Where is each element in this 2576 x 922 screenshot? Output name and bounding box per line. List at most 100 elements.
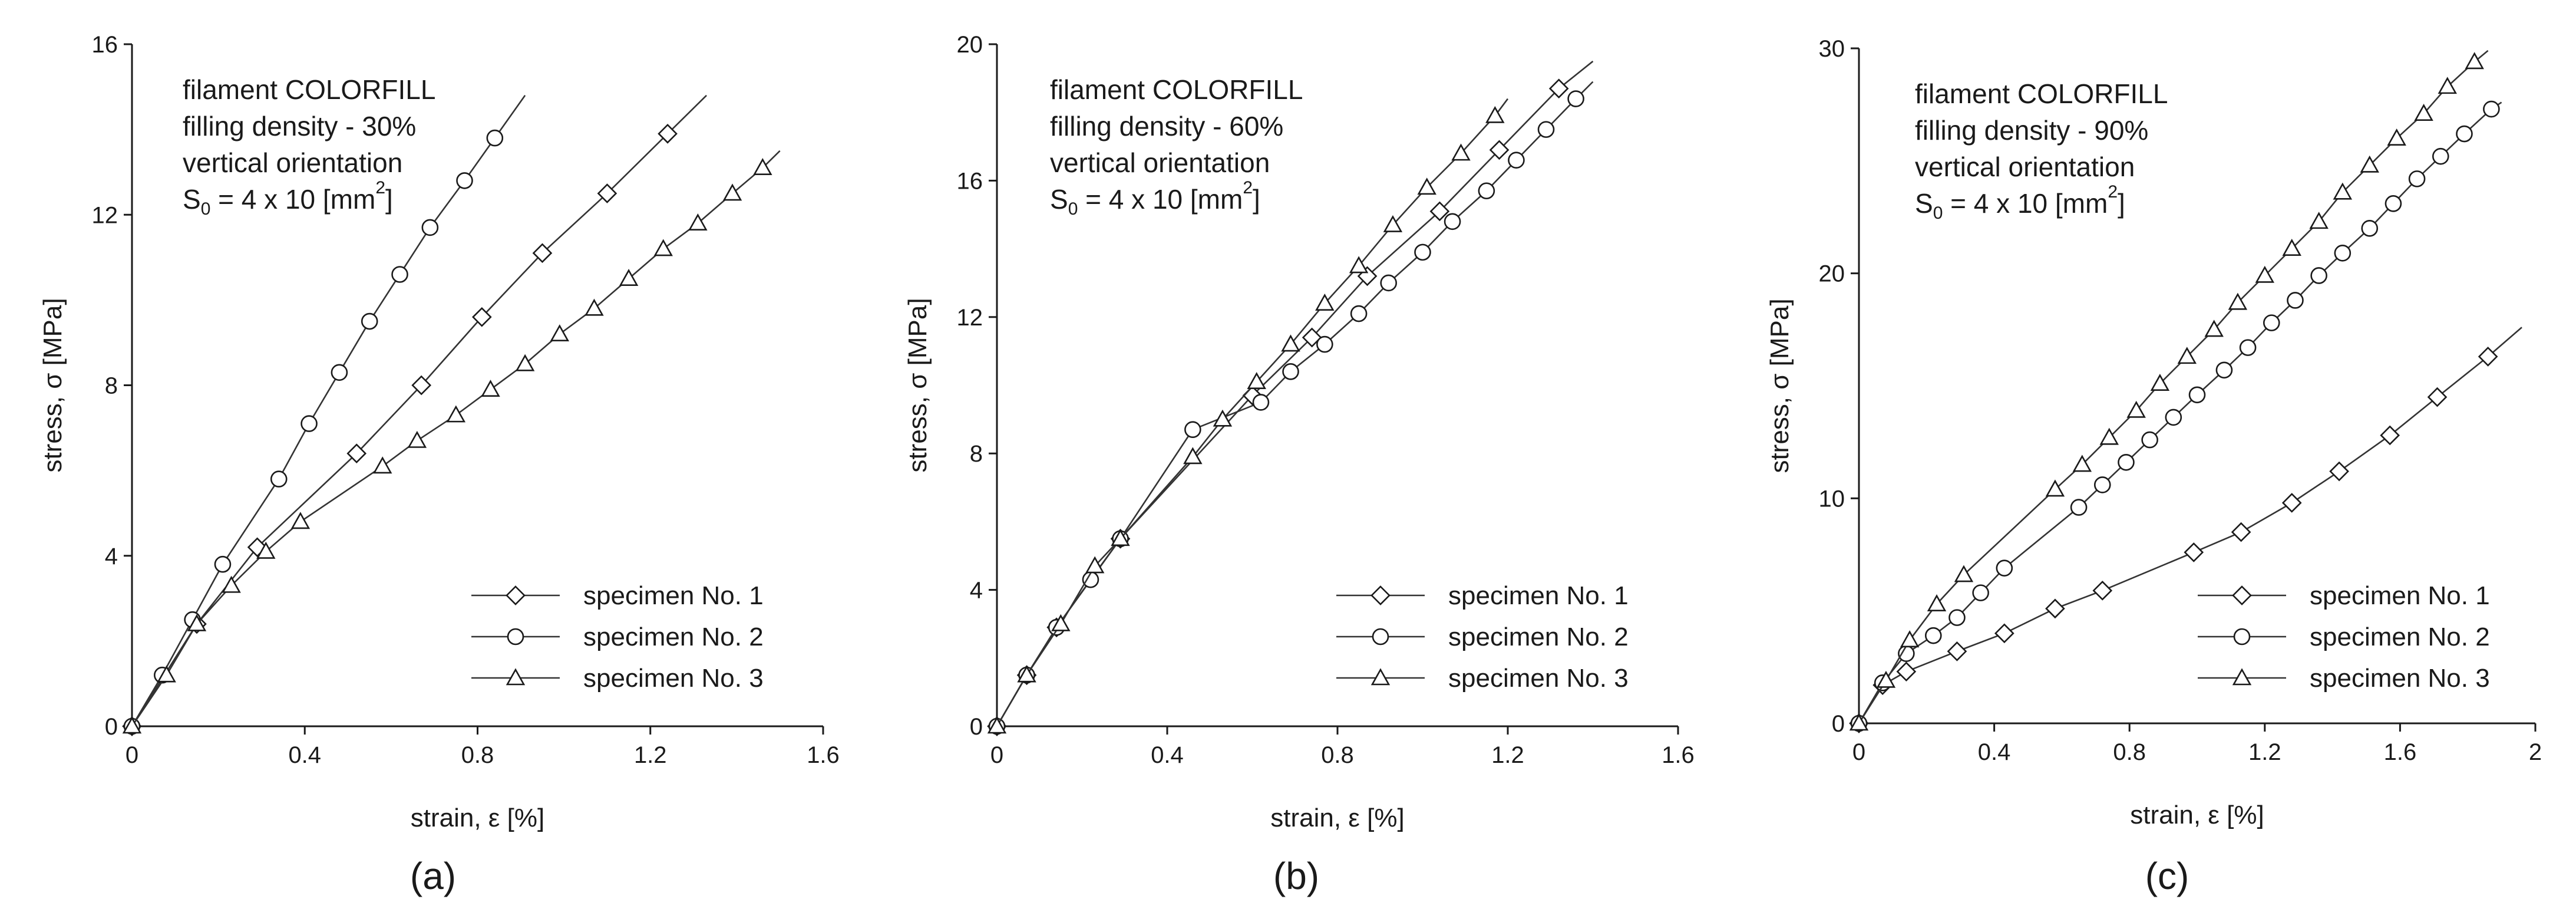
data-point-triangle (1183, 447, 1203, 465)
x-axis-title: strain, ε [%] (411, 804, 544, 832)
data-point-triangle (2204, 320, 2224, 337)
data-point-circle (2385, 195, 2402, 212)
x-tick-label: 0 (1852, 739, 1865, 765)
y-tick-label: 30 (1819, 36, 1845, 62)
data-point-circle (300, 415, 318, 432)
annotation-part: 2 (2108, 182, 2118, 202)
y-tick-label: 4 (970, 578, 983, 604)
legend-marker-circle (1372, 628, 1389, 646)
data-point-triangle (722, 183, 742, 201)
y-tick-label: 16 (92, 32, 118, 58)
legend-marker-diamond (2232, 585, 2252, 605)
data-point-triangle (515, 354, 535, 371)
data-point-circle (1380, 274, 1397, 292)
legend-label: specimen No. 2 (2310, 623, 2490, 651)
annotation-part: 0 (201, 199, 211, 219)
data-point-diamond (1896, 661, 1917, 682)
data-point-triangle (1017, 665, 1036, 683)
data-point-circle (2093, 476, 2111, 493)
data-point-diamond (2184, 542, 2204, 562)
x-tick-label: 1.2 (2248, 739, 2281, 765)
data-point-triangle (584, 298, 604, 316)
annotation-part: ] (385, 184, 393, 215)
y-tick-label: 4 (105, 544, 118, 569)
panel-label: (a) (410, 855, 456, 897)
data-point-circle (2141, 431, 2158, 449)
legend-marker-triangle (1370, 668, 1391, 686)
data-point-triangle (1451, 143, 1471, 161)
data-point-triangle (2072, 455, 2092, 472)
data-point-diamond (346, 443, 367, 464)
panel-label: (b) (1273, 855, 1319, 897)
data-point-triangle (2126, 400, 2146, 418)
data-point-triangle (2255, 265, 2275, 283)
x-tick-label: 2 (2529, 739, 2542, 765)
data-point-triangle (290, 512, 311, 529)
annotation-line: filament COLORFILL (1915, 78, 2168, 109)
data-point-triangle (2099, 427, 2119, 445)
data-point-circle (1948, 609, 1966, 626)
data-point-triangle (122, 716, 142, 734)
data-point-circle (2361, 220, 2379, 237)
data-point-circle (2263, 314, 2280, 331)
data-point-triangle (1485, 106, 1505, 123)
x-tick-label: 0.4 (1151, 742, 1184, 768)
data-point-circle (1508, 152, 1525, 169)
y-tick-label: 0 (105, 714, 118, 740)
x-tick-label: 1.6 (807, 742, 840, 768)
data-point-circle (2483, 100, 2500, 118)
data-point-diamond (1302, 327, 1322, 348)
y-tick-label: 10 (1819, 486, 1845, 512)
y-tick-label: 20 (957, 32, 983, 58)
data-point-circle (1478, 182, 1495, 200)
x-tick-label: 1.6 (2384, 739, 2417, 765)
annotation-line: filling density - 90% (1915, 115, 2148, 146)
data-point-diamond (532, 243, 553, 264)
legend-label: specimen No. 3 (583, 664, 764, 693)
annotation-part: 0 (1068, 199, 1078, 219)
data-point-triangle (1213, 409, 1233, 427)
data-point-circle (456, 172, 473, 189)
y-axis-title: stress, σ [MPa] (1765, 298, 1794, 473)
data-point-circle (2408, 170, 2426, 187)
data-point-circle (421, 219, 439, 236)
data-point-triangle (2333, 182, 2353, 200)
chart-panel-0: 0 0.4 0.8 1.2 1.6 0 4 8 12 16 strain, ε [%] stress,… (38, 32, 840, 897)
data-point-triangle (157, 665, 176, 683)
legend-label: specimen No. 1 (1448, 581, 1629, 610)
x-axis-title: strain, ε [%] (2130, 801, 2264, 829)
data-point-diamond (1994, 623, 2014, 644)
data-point-circle (1414, 243, 1431, 261)
data-point-diamond (2281, 493, 2302, 513)
annotation-part: S (1050, 184, 1068, 215)
data-point-triangle (987, 716, 1007, 734)
data-point-triangle (256, 541, 276, 559)
x-tick-label: 0.4 (1978, 739, 2011, 765)
data-point-triangle (2360, 155, 2379, 173)
data-point-circle (1184, 421, 1201, 439)
annotation-line: filament COLORFILL (183, 74, 435, 105)
data-point-triangle (550, 324, 570, 342)
annotation-line: vertical orientation (1915, 152, 2135, 182)
data-point-triangle (446, 405, 466, 423)
y-tick-label: 8 (105, 373, 118, 399)
annotation-line: S0 = 4 x 10 [mm2] (1050, 178, 1260, 219)
data-point-triangle (1247, 372, 1266, 390)
y-axis-title: stress, σ [MPa] (38, 298, 67, 472)
annotation-part: = 4 x 10 [mm (210, 184, 375, 215)
annotation-line: vertical orientation (183, 147, 402, 178)
data-point-circle (1282, 363, 1299, 380)
x-tick-label: 1.6 (1662, 742, 1695, 768)
data-point-circle (1537, 121, 1555, 138)
annotation-line: filling density - 60% (1050, 111, 1283, 141)
data-point-diamond (2092, 580, 2113, 601)
data-point-triangle (2177, 347, 2197, 364)
annotation-line: S0 = 4 x 10 [mm2] (1915, 182, 2125, 223)
panel-label: (c) (2145, 855, 2189, 897)
annotation-part: ] (1253, 184, 1260, 215)
data-point-triangle (1900, 630, 1920, 648)
data-point-triangle (2150, 374, 2170, 391)
data-point-circle (1252, 394, 1270, 411)
